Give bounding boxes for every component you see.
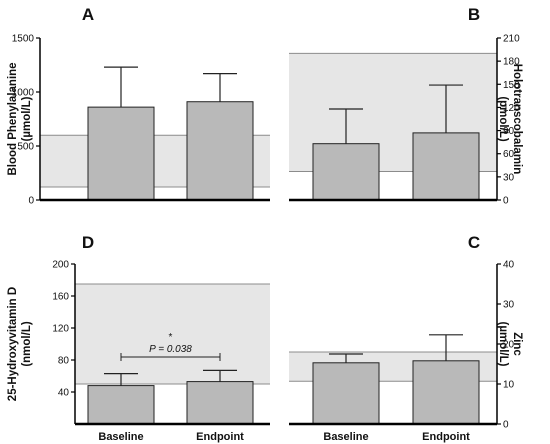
y-axis-label-line: (µmol/L) — [21, 96, 33, 141]
reference-range-band — [75, 284, 270, 384]
significance-marker: * — [169, 332, 173, 343]
p-value-annotation: P = 0.038 — [149, 344, 192, 355]
y-tick-label: 30 — [503, 300, 515, 311]
y-axis-label: 25-Hydroxyvitamin D (nmol/L) — [7, 287, 33, 401]
y-axis-label-line: Zinc — [511, 332, 523, 356]
x-category-label: Baseline — [323, 431, 368, 443]
x-category-label: Baseline — [98, 431, 143, 443]
y-tick-label: 40 — [58, 388, 70, 399]
y-axis-label-line: Blood Phenylalanine — [7, 62, 19, 175]
y-tick-label: 40 — [503, 260, 515, 271]
y-tick-label: 0 — [503, 196, 509, 207]
y-tick-label: 210 — [503, 34, 520, 45]
bar-baseline — [313, 363, 379, 424]
bar-baseline — [88, 386, 154, 424]
y-axis-label-line: Holotranscobalamin — [511, 64, 523, 175]
bar-baseline — [88, 107, 154, 200]
panel-letter: A — [82, 5, 94, 24]
x-category-label: Endpoint — [422, 431, 470, 443]
y-axis-label-line: 25-Hydroxyvitamin D — [7, 287, 19, 401]
x-category-label: Endpoint — [196, 431, 244, 443]
y-tick-label: 0 — [28, 196, 34, 207]
y-axis-label-line: (nmol/L) — [21, 321, 33, 367]
y-tick-label: 10 — [503, 380, 515, 391]
panel-letter: C — [468, 233, 480, 252]
panel-D: 40 80 120 160 200 D 25-Hydroxyvitamin D (nmol/L… — [7, 233, 270, 443]
y-tick-label: 0 — [503, 420, 509, 431]
panel-letter: B — [468, 5, 480, 24]
y-tick-label: 200 — [52, 260, 69, 271]
y-tick-label: 500 — [17, 142, 34, 153]
panel-B: 0306090120150180210BHolotranscobalamin(p… — [289, 5, 523, 207]
y-axis-label: Blood Phenylalanine (µmol/L) — [7, 62, 33, 175]
bar-endpoint — [187, 382, 253, 424]
y-tick-label: 1500 — [12, 34, 35, 45]
y-tick-label: 80 — [58, 356, 70, 367]
panel-letter: D — [82, 233, 94, 252]
bar-baseline — [313, 144, 379, 200]
bar-endpoint — [413, 361, 479, 424]
y-tick-label: 160 — [52, 292, 69, 303]
y-axis-label-line: (µmol/L) — [497, 322, 509, 367]
bar-endpoint — [187, 102, 253, 200]
y-axis-label-line: (pmol/L) — [497, 96, 509, 142]
bar-endpoint — [413, 133, 479, 200]
y-tick-label: 120 — [52, 324, 69, 335]
